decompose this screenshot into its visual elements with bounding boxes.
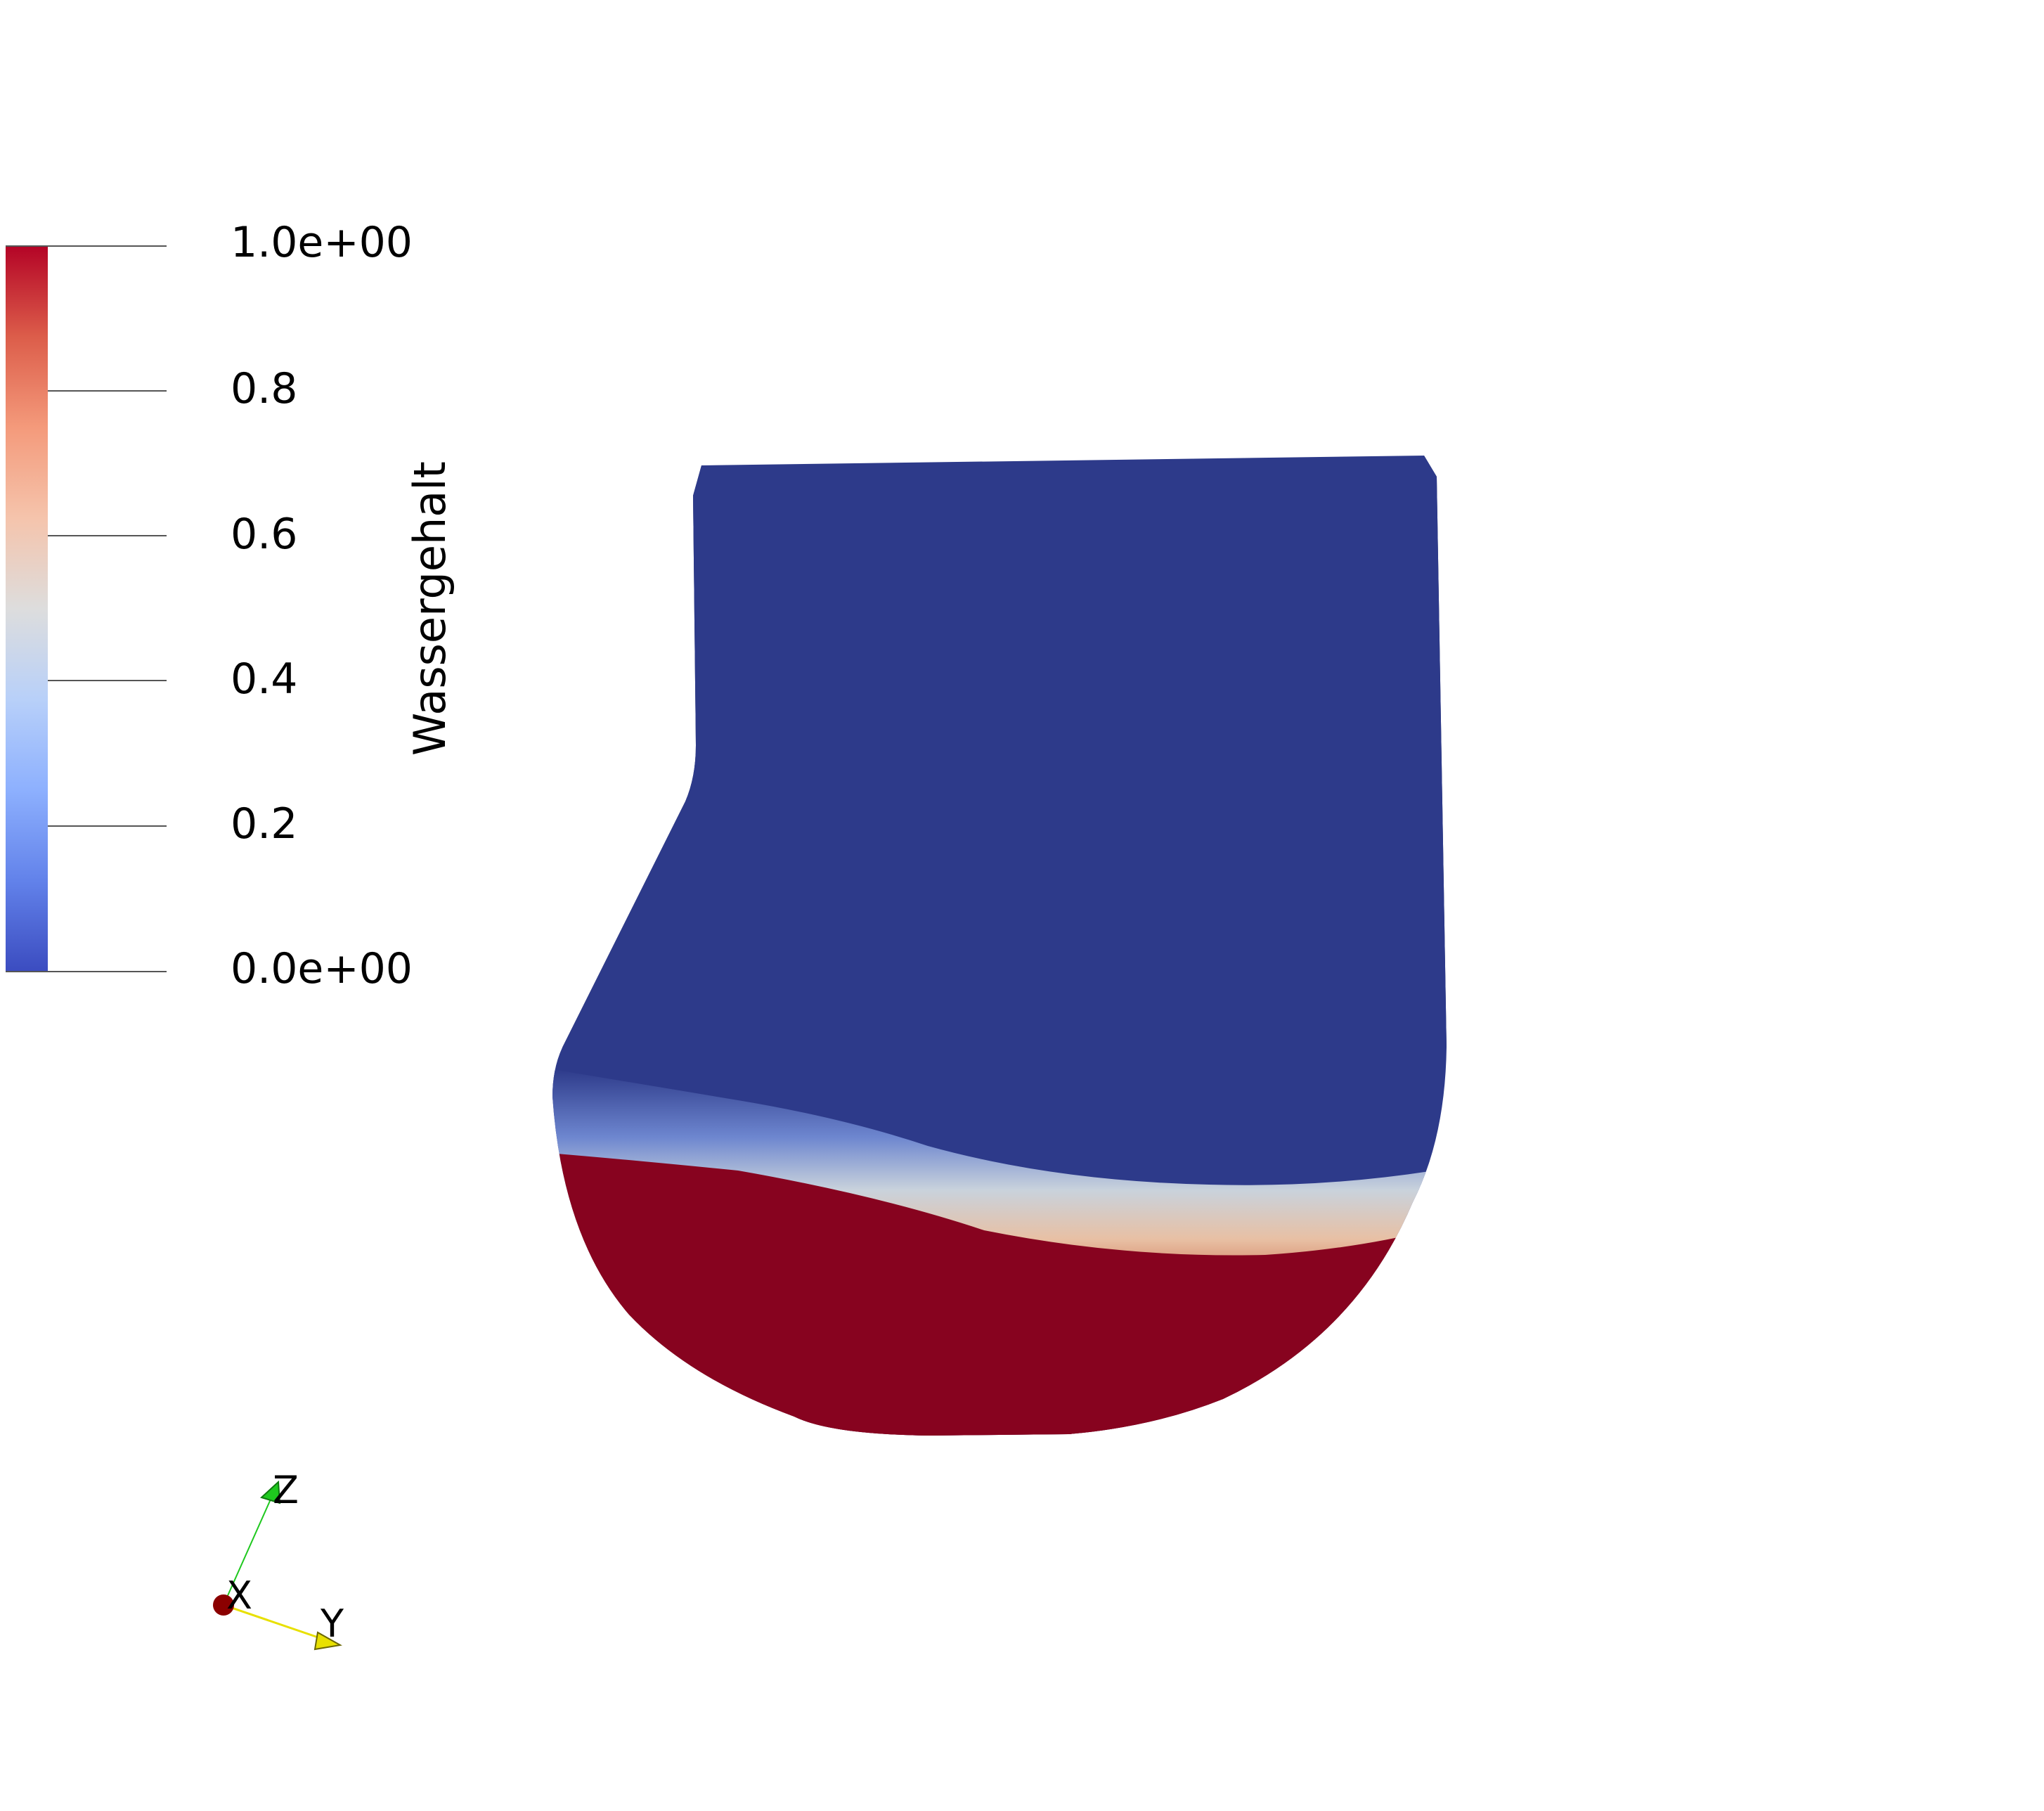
colorbar-tick-label: 0.6 [231,510,297,559]
geometry-body[interactable] [548,450,1455,1448]
y-axis-line [223,1604,331,1643]
orientation-axes: Z X Y [213,1468,344,1651]
colorbar-tick-lines [6,245,167,972]
colorbar-tick-label: 0.2 [231,799,297,849]
colorbar-title: Wassergehalt [404,461,455,756]
z-axis-label: Z [273,1468,299,1512]
z-axis-line [223,1488,276,1606]
colorbar-tick-label: 0.0e+00 [231,944,413,993]
saturated-region [552,1153,1447,1436]
x-axis-marker [213,1594,234,1616]
x-axis-label: X [226,1573,252,1618]
colorbar-gradient [6,246,48,972]
y-axis-label: Y [320,1601,344,1646]
y-axis-arrow [313,1631,342,1651]
colorbar-tick-label: 0.8 [231,364,297,413]
z-axis-arrow [260,1480,281,1504]
colorbar-tick-label: 0.4 [231,655,297,704]
colorbar-tick-label: 1.0e+00 [231,218,413,267]
colorbar: 1.0e+00 0.8 0.6 0.4 0.2 0.0e+00 Wasserge… [6,218,455,993]
